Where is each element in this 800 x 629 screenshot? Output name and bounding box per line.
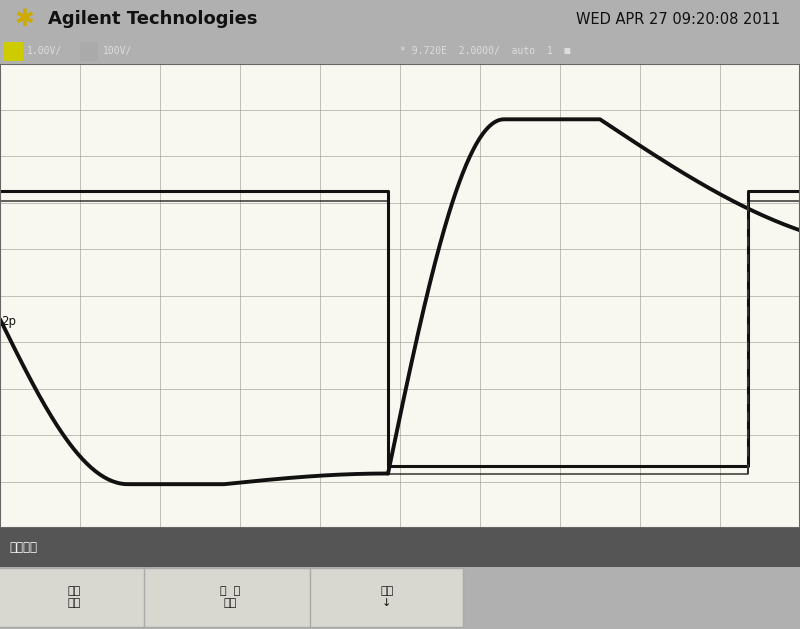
Text: 1.00V/: 1.00V/ <box>27 46 62 56</box>
Text: 斜率
↓: 斜率 ↓ <box>380 586 394 608</box>
Text: 触发完毕: 触发完毕 <box>10 541 38 554</box>
FancyBboxPatch shape <box>0 568 150 626</box>
Text: 触发
边沿: 触发 边沿 <box>67 586 81 608</box>
Text: 心  源
工频: 心 源 工频 <box>220 586 241 608</box>
Bar <box>3 43 23 60</box>
Text: * 9.720E  2.0000/  auto  1  ■: * 9.720E 2.0000/ auto 1 ■ <box>400 46 570 56</box>
Text: Agilent Technologies: Agilent Technologies <box>48 10 258 28</box>
Text: 2p: 2p <box>1 315 16 328</box>
FancyBboxPatch shape <box>144 568 317 626</box>
Bar <box>0 528 800 567</box>
Text: WED APR 27 09:20:08 2011: WED APR 27 09:20:08 2011 <box>576 11 780 26</box>
Text: 100V/: 100V/ <box>102 46 132 56</box>
Text: ✱: ✱ <box>14 7 34 31</box>
Bar <box>80 43 98 60</box>
FancyBboxPatch shape <box>310 568 463 626</box>
